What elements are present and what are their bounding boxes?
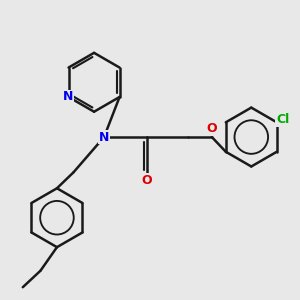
Text: O: O xyxy=(206,122,217,135)
Text: O: O xyxy=(142,174,152,187)
Text: N: N xyxy=(63,91,74,103)
Text: Cl: Cl xyxy=(276,113,289,126)
Text: N: N xyxy=(99,130,109,143)
